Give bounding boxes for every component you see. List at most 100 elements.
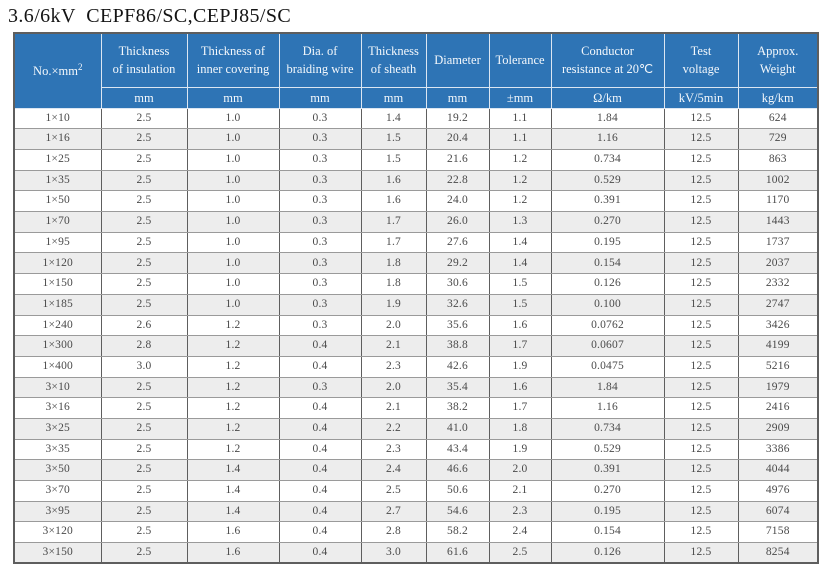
- row-label: 1×185: [13, 293, 102, 316]
- table-row: 3×120 2.5 1.6 0.4 2.8 58.2 2.4 0.154 12.5 7158: [13, 521, 819, 544]
- table-cell: 1.4: [360, 107, 427, 130]
- table-cell: 12.5: [663, 273, 739, 295]
- table-cell: 0.126: [550, 542, 665, 564]
- table-row: 3×25 2.5 1.2 0.4 2.2 41.0 1.8 0.734 12.5 2909: [13, 417, 819, 440]
- table-cell: 3386: [737, 438, 819, 461]
- table-cell: 58.2: [425, 521, 490, 544]
- table-cell: 12.5: [663, 128, 739, 150]
- page-title: 3.6/6kV CEPF86/SC,CEPJ85/SC: [8, 5, 292, 27]
- table-cell: 12.5: [663, 542, 739, 564]
- table-cell: 29.2: [425, 252, 490, 275]
- table-cell: 1.0: [186, 211, 280, 233]
- table-cell: 2.5: [100, 149, 188, 171]
- table-cell: 12.5: [663, 149, 739, 171]
- table-cell: 863: [737, 149, 819, 171]
- table-cell: 12.5: [663, 397, 739, 419]
- table-cell: 0.3: [278, 169, 362, 192]
- row-label: 1×300: [13, 335, 102, 357]
- col-header-conductor-resistance: Conductor resistance at 20℃: [550, 32, 665, 88]
- table-cell: 1.8: [488, 417, 552, 440]
- table-cell: 0.529: [550, 169, 665, 192]
- table-cell: 0.195: [550, 231, 665, 254]
- table-cell: 2.1: [488, 480, 552, 502]
- table-cell: 1.84: [550, 107, 665, 130]
- col-header-insulation: Thickness of insulation: [100, 32, 188, 88]
- table-cell: 5216: [737, 355, 819, 378]
- table-cell: 2.5: [100, 169, 188, 192]
- unit-tolerance: ±mm: [488, 86, 552, 109]
- table-cell: 0.4: [278, 438, 362, 461]
- table-row: 1×70 2.5 1.0 0.3 1.7 26.0 1.3 0.270 12.5 1443: [13, 211, 819, 233]
- row-label: 3×35: [13, 438, 102, 461]
- table-cell: 1.5: [360, 128, 427, 150]
- table-cell: 1.1: [488, 128, 552, 150]
- table-cell: 2.5: [100, 438, 188, 461]
- table-header: No.×mm2 Thickness of insulation Thicknes…: [13, 32, 819, 109]
- table-cell: 2.4: [360, 459, 427, 481]
- table-cell: 1.7: [360, 211, 427, 233]
- table-cell: 2.8: [360, 521, 427, 544]
- table-cell: 1.0: [186, 169, 280, 192]
- table-body: 1×10 2.5 1.0 0.3 1.4 19.2 1.1 1.84 12.5 624 1×16 2.…: [13, 107, 819, 564]
- table-cell: 1.7: [488, 397, 552, 419]
- table-cell: 1.0: [186, 293, 280, 316]
- table-cell: 2.5: [100, 376, 188, 399]
- table-cell: 1.5: [488, 293, 552, 316]
- row-label: 1×50: [13, 190, 102, 213]
- row-label: 1×240: [13, 314, 102, 337]
- table-cell: 2.5: [100, 293, 188, 316]
- col-header-no: No.×mm2: [13, 32, 102, 109]
- table-cell: 12.5: [663, 376, 739, 399]
- row-label: 3×95: [13, 500, 102, 523]
- col-header-approx-weight: Approx. Weight: [737, 32, 819, 88]
- table-cell: 0.126: [550, 273, 665, 295]
- table-cell: 2332: [737, 273, 819, 295]
- table-cell: 0.270: [550, 211, 665, 233]
- col-header-diameter: Diameter: [425, 32, 490, 88]
- row-label: 3×70: [13, 480, 102, 502]
- table-cell: 27.6: [425, 231, 490, 254]
- table-row: 1×240 2.6 1.2 0.3 2.0 35.6 1.6 0.0762 12.5 3426: [13, 314, 819, 337]
- row-label: 1×150: [13, 273, 102, 295]
- table-cell: 3426: [737, 314, 819, 337]
- table-row: 1×150 2.5 1.0 0.3 1.8 30.6 1.5 0.126 12.5 2332: [13, 273, 819, 295]
- table-cell: 1.2: [186, 335, 280, 357]
- table-cell: 2.8: [100, 335, 188, 357]
- table-cell: 12.5: [663, 252, 739, 275]
- table-cell: 0.3: [278, 252, 362, 275]
- table-cell: 1.6: [186, 542, 280, 564]
- table-cell: 46.6: [425, 459, 490, 481]
- table-cell: 2.5: [100, 128, 188, 150]
- table-cell: 1.8: [360, 252, 427, 275]
- table-cell: 1.7: [488, 335, 552, 357]
- table-cell: 1.2: [186, 397, 280, 419]
- row-label: 1×70: [13, 211, 102, 233]
- table-cell: 0.195: [550, 500, 665, 523]
- table-row: 1×16 2.5 1.0 0.3 1.5 20.4 1.1 1.16 12.5 729: [13, 128, 819, 150]
- table-cell: 8254: [737, 542, 819, 564]
- table-cell: 1.0: [186, 273, 280, 295]
- table-cell: 1.16: [550, 128, 665, 150]
- unit-inner-covering: mm: [186, 86, 280, 109]
- table-cell: 12.5: [663, 107, 739, 130]
- table-cell: 1.9: [360, 293, 427, 316]
- table-cell: 32.6: [425, 293, 490, 316]
- table-cell: 1737: [737, 231, 819, 254]
- table-cell: 61.6: [425, 542, 490, 564]
- table-cell: 0.3: [278, 211, 362, 233]
- table-cell: 42.6: [425, 355, 490, 378]
- table-cell: 1.0: [186, 107, 280, 130]
- unit-insulation: mm: [100, 86, 188, 109]
- table-cell: 1.0: [186, 128, 280, 150]
- table-cell: 2.3: [488, 500, 552, 523]
- table-cell: 2.1: [360, 335, 427, 357]
- table-cell: 2.5: [100, 252, 188, 275]
- table-cell: 4976: [737, 480, 819, 502]
- table-cell: 1.2: [186, 376, 280, 399]
- unit-resistance: Ω/km: [550, 86, 665, 109]
- table-cell: 2.5: [100, 397, 188, 419]
- row-label: 1×35: [13, 169, 102, 192]
- row-label: 1×95: [13, 231, 102, 254]
- table-cell: 12.5: [663, 335, 739, 357]
- table-cell: 12.5: [663, 438, 739, 461]
